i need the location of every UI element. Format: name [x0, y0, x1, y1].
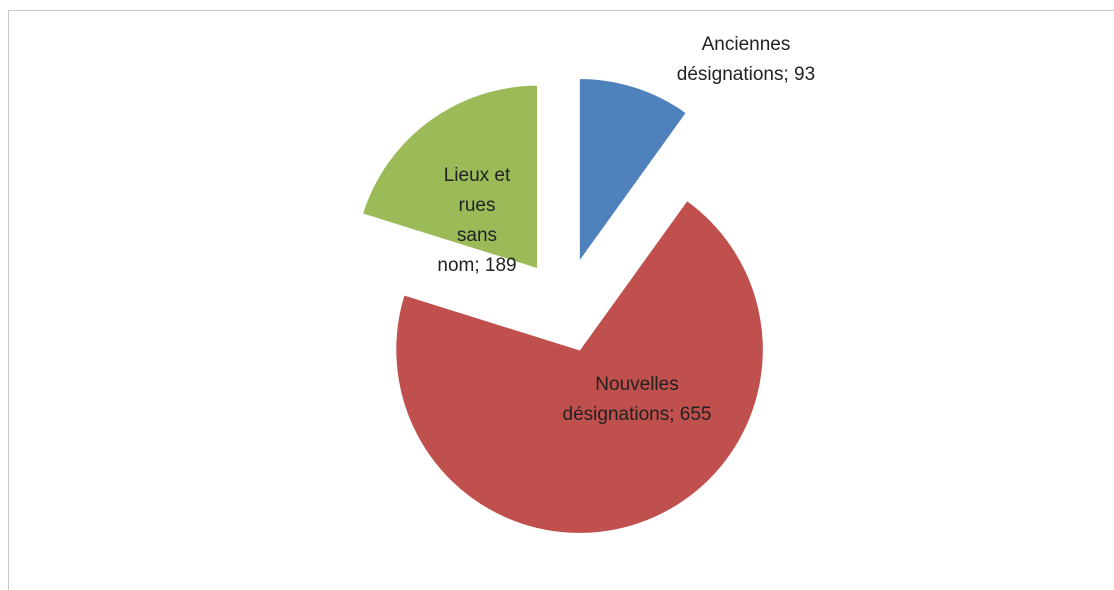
data-label-line: Anciennes	[702, 34, 791, 55]
data-label-line: désignations; 93	[677, 64, 815, 85]
data-label-line: Lieux et	[444, 165, 511, 186]
data-label-line: sans	[457, 225, 497, 246]
pie-slice	[394, 199, 765, 535]
data-label: Nouvelles désignations; 655	[563, 374, 712, 425]
data-label-line: rues	[459, 195, 496, 216]
pie-slice	[361, 84, 539, 270]
pie-slice	[578, 77, 688, 265]
data-label-line: désignations; 655	[563, 404, 712, 425]
data-label-line: Nouvelles	[595, 374, 678, 395]
data-label-line: nom; 189	[437, 255, 516, 276]
data-label: Lieux et rues sans nom; 189	[437, 165, 516, 276]
data-label: Anciennes désignations; 93	[677, 34, 815, 85]
